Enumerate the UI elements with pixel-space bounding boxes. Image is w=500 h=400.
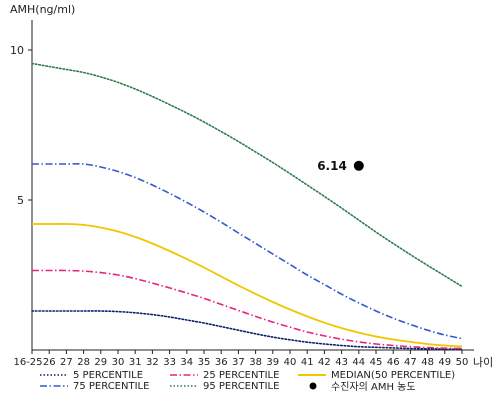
x-tick-label: 39 [266, 357, 279, 368]
x-tick-label: 41 [301, 357, 314, 368]
legend-label-4: 75 PERCENTILE [73, 381, 149, 392]
x-tick-label: 38 [249, 357, 262, 368]
x-tick-label: 48 [421, 357, 434, 368]
x-tick-label: 29 [94, 357, 107, 368]
x-tick-label: 27 [60, 357, 73, 368]
axes: AMH(ng/ml) 나이 [10, 3, 493, 369]
legend-label-3: MEDIAN(50 PERCENTILE) [331, 370, 455, 381]
x-tick-label: 30 [112, 357, 125, 368]
y-axis-title: AMH(ng/ml) [10, 3, 75, 16]
legend-label-2: 25 PERCENTILE [203, 370, 279, 381]
legend-label-1: 5 PERCENTILE [73, 370, 143, 381]
x-tick-label: 50 [456, 357, 469, 368]
y-tick-label: 5 [17, 194, 24, 207]
x-tick-label: 32 [146, 357, 159, 368]
x-tick-label: 42 [318, 357, 331, 368]
x-tick-label: 33 [163, 357, 176, 368]
x-tick-label: 49 [438, 357, 451, 368]
x-tick-label: 47 [404, 357, 417, 368]
patient-point [353, 160, 364, 171]
x-tick-label: 16-25 [13, 357, 42, 368]
series-line-2 [31, 269, 463, 350]
x-axis-title: 나이 [473, 356, 493, 369]
x-tick-label: 37 [232, 357, 245, 368]
y-tick-label: 10 [10, 44, 24, 57]
x-tick-label: 34 [180, 357, 193, 368]
x-tick-label: 28 [77, 357, 90, 368]
x-tick-label: 44 [352, 357, 365, 368]
x-tick-label: 40 [284, 357, 297, 368]
y-ticks: 5 10 [10, 44, 32, 207]
legend: 5 PERCENTILE 25 PERCENTILE MEDIAN(50 PERCE… [40, 370, 455, 393]
x-tick-label: 45 [370, 357, 383, 368]
x-tick-label: 31 [129, 357, 142, 368]
series-line-5 [31, 62, 463, 288]
x-tick-label: 26 [43, 357, 56, 368]
patient-point-label: 6.14 [317, 159, 347, 173]
legend-label-5: 95 PERCENTILE [203, 381, 279, 392]
series-line-3 [32, 223, 463, 348]
series-lines [31, 62, 463, 350]
patient-marker-group: 6.14 [317, 159, 364, 173]
series-line-1 [31, 310, 463, 350]
series-line-4 [32, 162, 463, 340]
legend-patient-swatch [309, 382, 317, 390]
x-tick-label: 43 [335, 357, 348, 368]
x-tick-label: 35 [198, 357, 211, 368]
x-tick-label: 46 [387, 357, 400, 368]
legend-patient-label: 수진자의 AMH 농도 [331, 381, 416, 393]
x-ticks: 16-25 26 27 28 29 30 31 32 33 34 35 36 37 38 39 40 41 42 4… [13, 350, 468, 368]
x-tick-label: 36 [215, 357, 228, 368]
